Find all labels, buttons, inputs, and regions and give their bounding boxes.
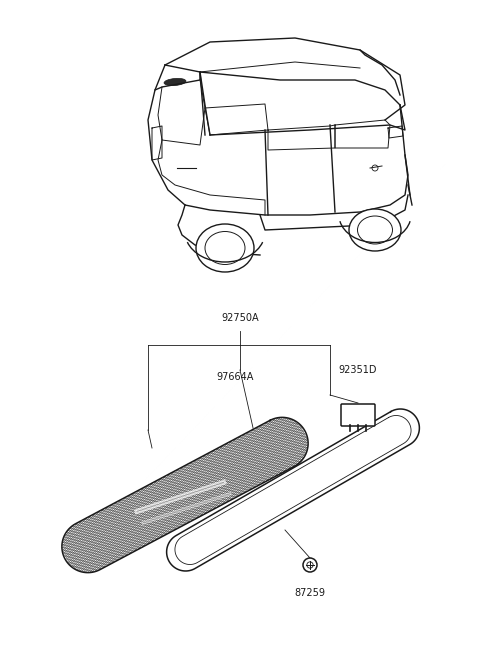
Text: 87259: 87259: [295, 588, 325, 598]
FancyBboxPatch shape: [341, 404, 375, 426]
Polygon shape: [62, 417, 308, 573]
Text: 92351D: 92351D: [338, 365, 376, 375]
Ellipse shape: [349, 209, 401, 251]
Text: 92750A: 92750A: [221, 313, 259, 323]
Ellipse shape: [196, 224, 254, 272]
Ellipse shape: [205, 232, 245, 264]
Text: 97664A: 97664A: [216, 372, 254, 382]
Ellipse shape: [358, 216, 393, 244]
Ellipse shape: [164, 78, 186, 86]
